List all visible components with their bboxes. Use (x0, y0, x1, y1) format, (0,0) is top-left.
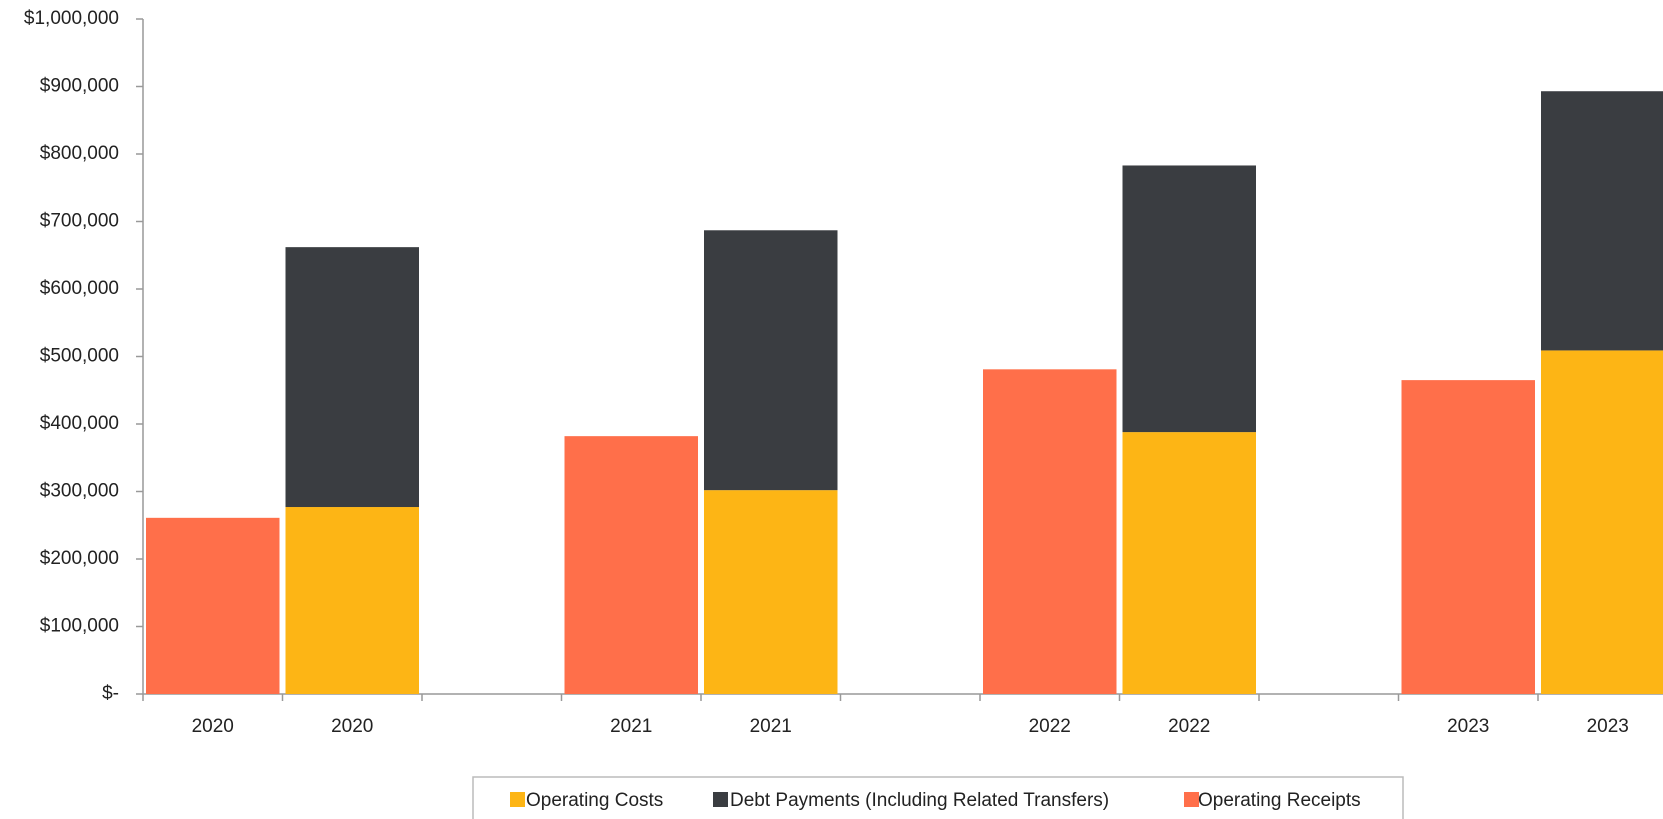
y-tick-label: $300,000 (40, 481, 119, 502)
bar (1541, 350, 1663, 694)
x-tick-label: 2021 (610, 716, 652, 737)
bar (1122, 432, 1256, 694)
y-tick-label: $100,000 (40, 616, 119, 637)
y-tick-label: $700,000 (40, 211, 119, 232)
y-tick-label: $200,000 (40, 548, 119, 569)
x-tick-label: 2023 (1587, 716, 1629, 737)
bar (1122, 165, 1256, 433)
bar (704, 490, 838, 694)
bar (285, 247, 419, 508)
y-tick-label: $- (102, 683, 119, 704)
bar (704, 230, 838, 491)
legend-label: Operating Receipts (1198, 790, 1361, 811)
y-tick-label: $900,000 (40, 76, 119, 97)
bar (1541, 91, 1663, 351)
legend-swatch (713, 792, 728, 807)
bar (146, 517, 280, 694)
x-tick-label: 2023 (1447, 716, 1489, 737)
bar (1401, 380, 1535, 694)
legend-swatch (1184, 792, 1199, 807)
x-tick-label: 2020 (192, 716, 234, 737)
bar (285, 507, 419, 694)
legend-label: Debt Payments (Including Related Transfe… (730, 790, 1109, 811)
x-tick-label: 2022 (1168, 716, 1210, 737)
bar (983, 369, 1117, 694)
y-tick-label: $600,000 (40, 278, 119, 299)
legend-label: Operating Costs (526, 790, 663, 811)
x-tick-label: 2020 (331, 716, 373, 737)
bar (564, 436, 698, 694)
y-tick-label: $800,000 (40, 143, 119, 164)
legend-box (472, 776, 1404, 819)
y-tick-label: $400,000 (40, 413, 119, 434)
y-tick-label: $1,000,000 (24, 8, 119, 29)
legend-swatch (510, 792, 525, 807)
x-tick-label: 2022 (1029, 716, 1071, 737)
y-tick-label: $500,000 (40, 346, 119, 367)
x-tick-label: 2021 (750, 716, 792, 737)
